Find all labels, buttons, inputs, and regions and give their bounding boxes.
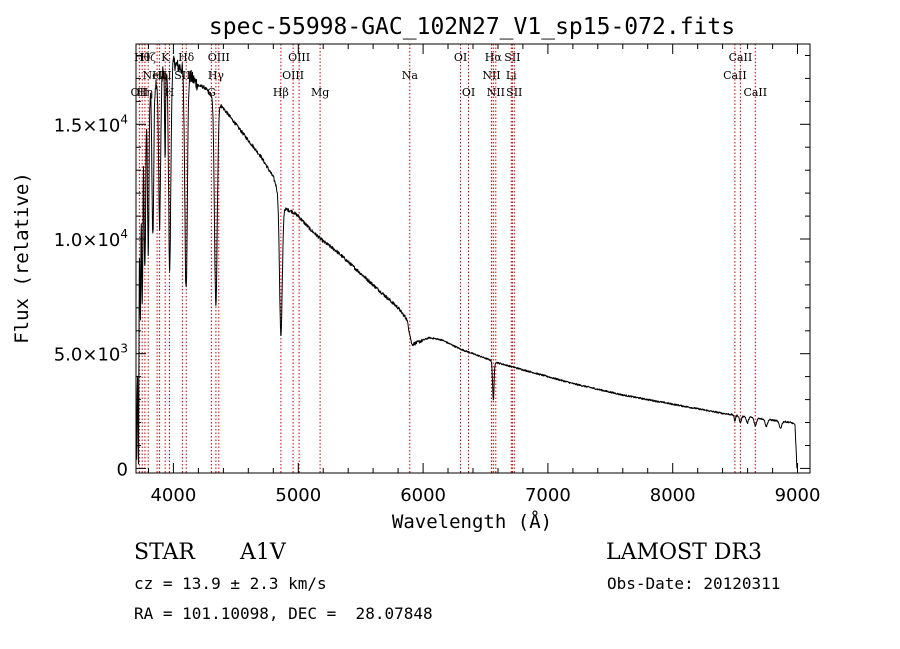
obs-date: Obs-Date: 20120311 (607, 574, 781, 593)
y-tick-label-1: 5.0×103 (54, 342, 128, 366)
x-tick-label-0: 4000 (150, 485, 196, 506)
line-marker-label-10: G (207, 86, 216, 99)
line-marker-label-16: Mg (311, 86, 329, 99)
line-marker-label-11: Hγ (208, 69, 225, 82)
spectrum-layer (136, 55, 798, 469)
chart-title: spec-55998-GAC_102N27_V1_sp15-072.fits (209, 14, 735, 40)
y-tick-exponent-2: 4 (120, 227, 128, 241)
emission-line-markers: OIIHθHηHζNeIIIHεKHSIIHδGHγOIIIHβOIIIOIII… (131, 44, 767, 473)
y-tick-label-3: 1.5×104 (54, 112, 128, 136)
line-marker-label-7: H (165, 86, 175, 99)
axis-ticks: 4000 5000 6000 7000 8000 900005.0×1031.0×1041… (54, 44, 821, 506)
x-tick-label-3: 7000 (525, 485, 571, 506)
line-marker-label-18: OI (454, 51, 467, 64)
x-tick-label-4: 8000 (650, 485, 696, 506)
line-marker-label-22: NII (487, 86, 505, 99)
line-marker-label-28: CaII (743, 86, 767, 99)
line-marker-label-2: Hη (137, 86, 153, 99)
line-marker-label-9: Hδ (178, 51, 195, 64)
y-tick-mantissa-2: 1.0×10 (54, 230, 121, 251)
line-marker-label-15: OIII (288, 51, 310, 64)
y-tick-label-2: 1.0×104 (54, 227, 128, 251)
line-marker-label-6: K (161, 51, 170, 64)
survey-name: LAMOST DR3 (606, 540, 762, 565)
line-marker-label-25: SII (506, 86, 522, 99)
x-tick-label-5: 9000 (775, 485, 821, 506)
coordinates: RA = 101.10098, DEC = 28.07848 (134, 604, 433, 623)
x-tick-label-2: 6000 (400, 485, 446, 506)
line-marker-label-19: OI (462, 86, 475, 99)
line-marker-label-13: Hβ (273, 86, 289, 99)
line-marker-label-20: NII (482, 69, 500, 82)
line-marker-label-0: OII (131, 86, 149, 99)
x-axis-label: Wavelength (Å) (392, 510, 552, 533)
x-tick-label-1: 5000 (275, 485, 321, 506)
y-tick-mantissa-0: 0 (117, 459, 128, 480)
spectrum-line (136, 55, 798, 469)
y-tick-mantissa-1: 5.0×10 (54, 345, 121, 366)
y-tick-label-0: 0 (117, 459, 128, 480)
line-marker-label-1: Hθ (134, 51, 151, 64)
line-marker-label-3: Hζ (140, 51, 156, 64)
y-tick-mantissa-3: 1.5×10 (54, 115, 121, 136)
line-marker-label-27: CaII (729, 51, 753, 64)
y-tick-exponent-1: 3 (120, 342, 128, 356)
y-axis-label: Flux (relative) (11, 172, 33, 344)
redshift-readout: cz = 13.9 ± 2.3 km/s (134, 574, 327, 593)
line-marker-label-14: OIII (282, 69, 304, 82)
spectral-type: A1V (240, 540, 286, 565)
line-marker-label-17: Na (402, 69, 419, 82)
line-marker-label-26: CaII (723, 69, 747, 82)
y-tick-exponent-3: 4 (120, 112, 128, 126)
line-marker-label-24: SII (504, 51, 520, 64)
star-label: STAR (134, 540, 195, 565)
line-marker-label-23: Li (506, 69, 517, 82)
line-marker-label-21: Hα (485, 51, 503, 64)
plot-frame (135, 43, 811, 474)
line-marker-label-12: OIII (208, 51, 230, 64)
